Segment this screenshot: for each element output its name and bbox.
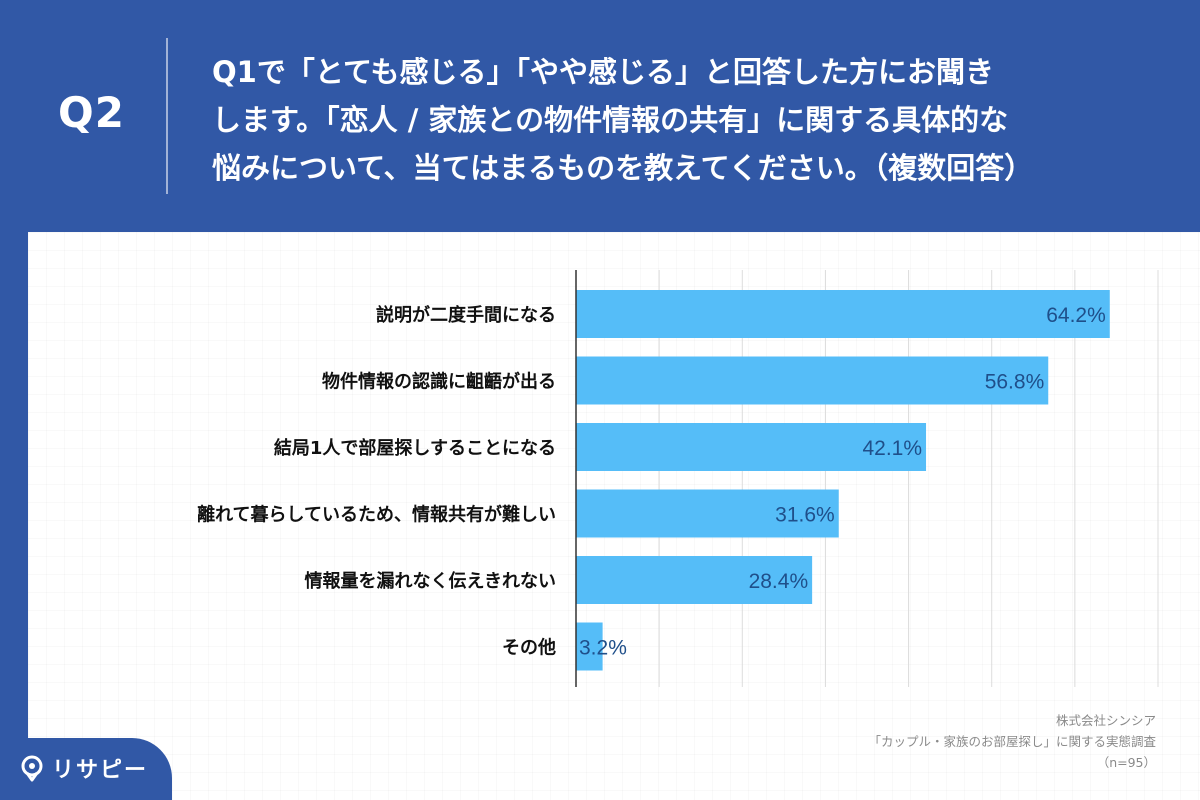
category-label: 物件情報の認識に齟齬が出る: [322, 371, 556, 393]
bar: [576, 356, 1049, 405]
bar: [576, 290, 1110, 338]
brand-logo: リサピー: [0, 738, 172, 800]
question-line: 悩みについて、当てはまるものを教えてください。（複数回答）: [212, 151, 1034, 185]
source-company: 株式会社シンシア: [1055, 713, 1156, 728]
data-label: 28.4%: [749, 570, 809, 593]
brand-name: リサピー: [52, 758, 149, 783]
header: Q2 Q1で「とても感じる」「やや感じる」と回答した方にお聞き します。「恋人 …: [0, 0, 1200, 232]
category-label: その他: [502, 637, 556, 659]
category-label: 情報量を漏れなく伝えきれない: [305, 570, 556, 592]
bar: [576, 489, 839, 538]
source-sample-size: （n=95）: [1096, 755, 1156, 770]
bar-chart: 説明が二度手間になる 64.2% 物件情報の認識に齟齬が出る 56.8% 結局1人で部屋…: [197, 270, 1159, 687]
category-label: 離れて暮らしているため、情報共有が難しい: [197, 504, 556, 526]
source-note: 株式会社シンシア 「カップル・家族のお部屋探し」に関する実態調査 （n=95）: [868, 710, 1156, 773]
bar: [576, 622, 603, 671]
category-label: 説明が二度手間になる: [376, 304, 556, 326]
question-line: Q1で「とても感じる」「やや感じる」と回答した方にお聞き: [212, 55, 995, 89]
data-label: 64.2%: [1046, 304, 1106, 327]
category-label: 結局1人で部屋探しすることになる: [274, 437, 556, 459]
chart-panel: 説明が二度手間になる 64.2% 物件情報の認識に齟齬が出る 56.8% 結局1人で部屋…: [28, 232, 1200, 800]
question-number: Q2: [58, 88, 125, 137]
question-text: Q1で「とても感じる」「やや感じる」と回答した方にお聞き します。「恋人 / 家…: [212, 48, 1172, 192]
data-label: 56.8%: [985, 371, 1045, 394]
source-survey: 「カップル・家族のお部屋探し」に関する実態調査: [868, 734, 1156, 749]
question-line: します。「恋人 / 家族との物件情報の共有」に関する具体的な: [212, 103, 1009, 137]
data-label: 31.6%: [775, 504, 835, 527]
data-label: 3.2%: [579, 637, 627, 660]
pin-icon: [21, 755, 43, 782]
header-divider: [166, 38, 168, 194]
bar: [576, 556, 813, 604]
bar: [576, 423, 927, 471]
data-label: 42.1%: [862, 437, 922, 460]
